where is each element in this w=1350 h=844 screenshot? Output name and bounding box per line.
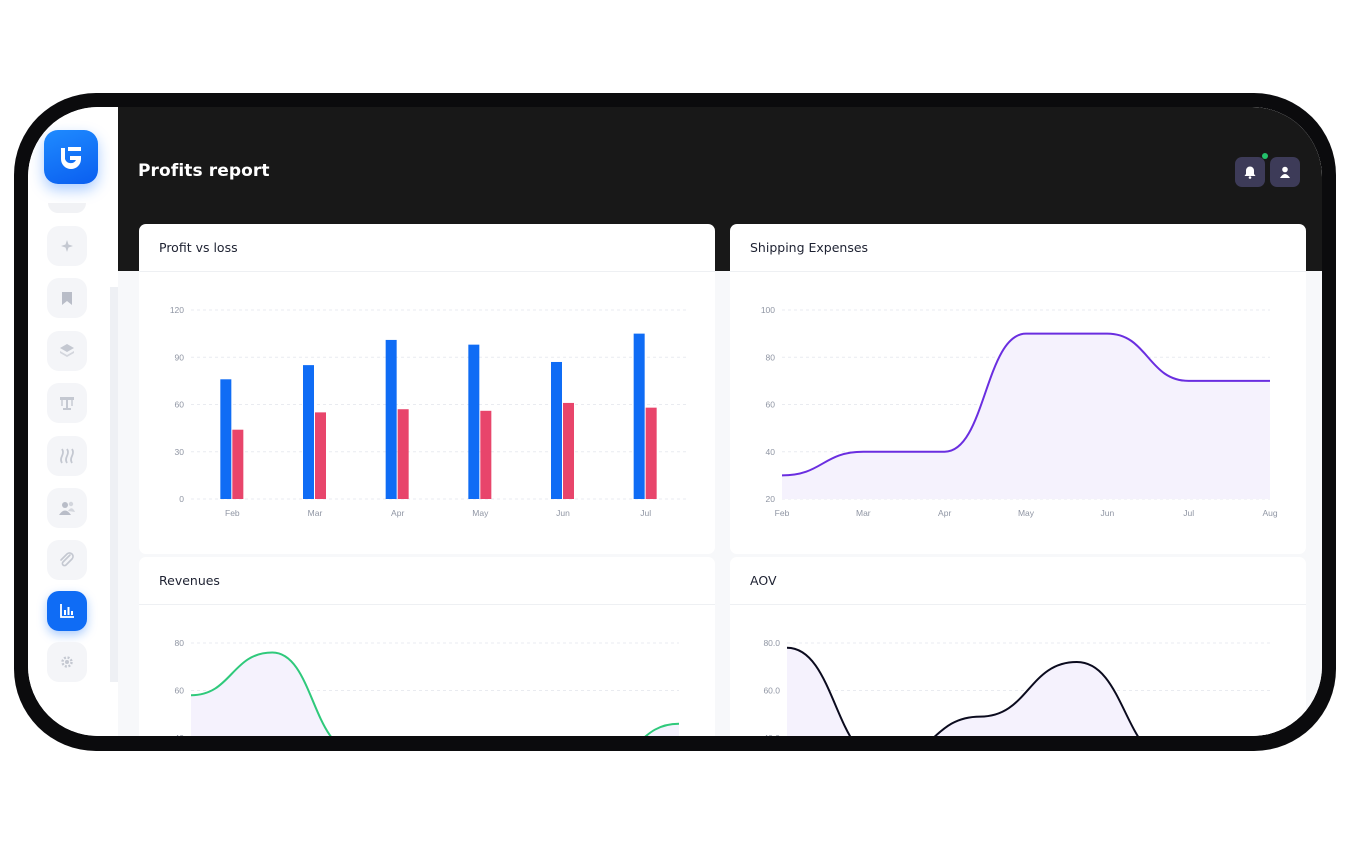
- card-title: Revenues: [159, 573, 220, 588]
- bar: [645, 407, 657, 499]
- x-tick-label: Mar: [856, 508, 871, 518]
- x-tick-label: Jun: [556, 508, 570, 518]
- gear-icon: [61, 656, 73, 668]
- series-line: [786, 646, 1139, 736]
- aov-chart: 40.0 60.0 80.0: [763, 638, 1270, 736]
- revenues-chart: 40 60 80: [175, 638, 680, 736]
- series-line: [781, 332, 1270, 477]
- profit-vs-loss-chart: 0 30 60 90 120 Feb Mar Apr May Jun Jul: [170, 305, 687, 518]
- y-tick-label: 20: [766, 494, 776, 504]
- y-tick-label: 90: [175, 352, 185, 362]
- bell-icon: [1244, 166, 1256, 179]
- notifications-button[interactable]: [1235, 157, 1265, 187]
- users-icon: [59, 501, 75, 515]
- card-revenues: Revenues 40 60 80: [139, 557, 715, 736]
- app-screen: Profits report Profit vs loss 0 30 60 90 120…: [28, 107, 1322, 736]
- scale-icon: [60, 397, 74, 410]
- y-tick-label: 0: [179, 494, 184, 504]
- bar: [468, 344, 480, 499]
- card-title: AOV: [750, 573, 777, 588]
- card-aov: AOV 40.0 60.0 80.0: [730, 557, 1306, 736]
- bar: [385, 339, 397, 499]
- app-logo[interactable]: [44, 130, 98, 184]
- sidebar-scrollbar[interactable]: [110, 287, 118, 682]
- bar: [220, 379, 232, 499]
- sidebar-item-settings[interactable]: [47, 642, 87, 682]
- x-tick-label: Feb: [775, 508, 790, 518]
- card-header: AOV: [730, 557, 1306, 605]
- y-tick-label: 40.0: [763, 733, 780, 736]
- area-fill: [191, 652, 679, 736]
- card-title: Profit vs loss: [159, 240, 238, 255]
- y-tick-label: 60: [175, 686, 185, 696]
- card-shipping-expenses: Shipping Expenses 20 40 60 80 100 Feb Mar Apr Ma…: [730, 224, 1306, 554]
- sidebar-scroll-peek: [48, 203, 86, 213]
- bookmark-icon: [62, 292, 72, 305]
- bar: [397, 409, 409, 499]
- notification-dot: [1262, 153, 1268, 159]
- x-tick-label: Apr: [391, 508, 404, 518]
- bar: [315, 412, 326, 499]
- x-tick-label: Apr: [938, 508, 951, 518]
- bar: [303, 365, 314, 499]
- y-tick-label: 80.0: [763, 638, 780, 648]
- user-icon: [1280, 166, 1290, 178]
- bar: [232, 429, 244, 499]
- logo-mark-icon: [61, 147, 81, 169]
- page-title: Profits report: [138, 161, 270, 181]
- y-tick-label: 100: [761, 305, 775, 315]
- chart-icon: [60, 604, 74, 618]
- sidebar-item-bookmark[interactable]: [47, 278, 87, 318]
- profile-button[interactable]: [1270, 157, 1300, 187]
- y-tick-label: 60.0: [763, 686, 780, 696]
- waves-icon: [60, 448, 74, 464]
- x-tick-label: Aug: [1262, 508, 1277, 518]
- y-tick-label: 60: [175, 400, 185, 410]
- card-header: Profit vs loss: [139, 224, 715, 272]
- x-tick-label: May: [1018, 508, 1035, 518]
- sparkle-icon: [61, 240, 73, 252]
- main-content: Profits report Profit vs loss 0 30 60 90 120…: [118, 107, 1322, 736]
- bar: [563, 402, 574, 499]
- sidebar: [28, 107, 118, 736]
- y-tick-label: 80: [175, 638, 185, 648]
- x-tick-label: Jun: [1100, 508, 1114, 518]
- paperclip-icon: [60, 552, 74, 567]
- bar: [480, 410, 492, 499]
- card-profit-vs-loss: Profit vs loss 0 30 60 90 120 Feb Mar Apr May Jun…: [139, 224, 715, 554]
- x-tick-label: May: [472, 508, 489, 518]
- y-tick-label: 40: [766, 447, 776, 457]
- x-tick-label: Mar: [308, 508, 323, 518]
- card-header: Shipping Expenses: [730, 224, 1306, 272]
- bar: [551, 361, 562, 499]
- x-tick-label: Jul: [1183, 508, 1194, 518]
- y-tick-label: 80: [766, 352, 776, 362]
- card-header: Revenues: [139, 557, 715, 605]
- sidebar-item-scale[interactable]: [47, 383, 87, 423]
- y-tick-label: 60: [766, 400, 776, 410]
- sidebar-item-users[interactable]: [47, 488, 87, 528]
- sidebar-item-waves[interactable]: [47, 436, 87, 476]
- sidebar-item-sparkle[interactable]: [47, 226, 87, 266]
- series-line: [190, 651, 680, 736]
- x-tick-label: Jul: [640, 508, 651, 518]
- x-tick-label: Feb: [225, 508, 240, 518]
- y-tick-label: 30: [175, 447, 185, 457]
- sidebar-item-layers[interactable]: [47, 331, 87, 371]
- y-tick-label: 40: [175, 733, 185, 736]
- area-fill: [787, 647, 1138, 736]
- y-tick-label: 120: [170, 305, 184, 315]
- area-fill: [782, 333, 1270, 499]
- shipping-expenses-chart: 20 40 60 80 100 Feb Mar Apr May Jun Jul Aug: [761, 305, 1278, 518]
- sidebar-item-reports[interactable]: [47, 591, 87, 631]
- bar: [633, 333, 645, 499]
- layers-icon: [60, 344, 74, 357]
- card-title: Shipping Expenses: [750, 240, 869, 255]
- sidebar-item-attachments[interactable]: [47, 540, 87, 580]
